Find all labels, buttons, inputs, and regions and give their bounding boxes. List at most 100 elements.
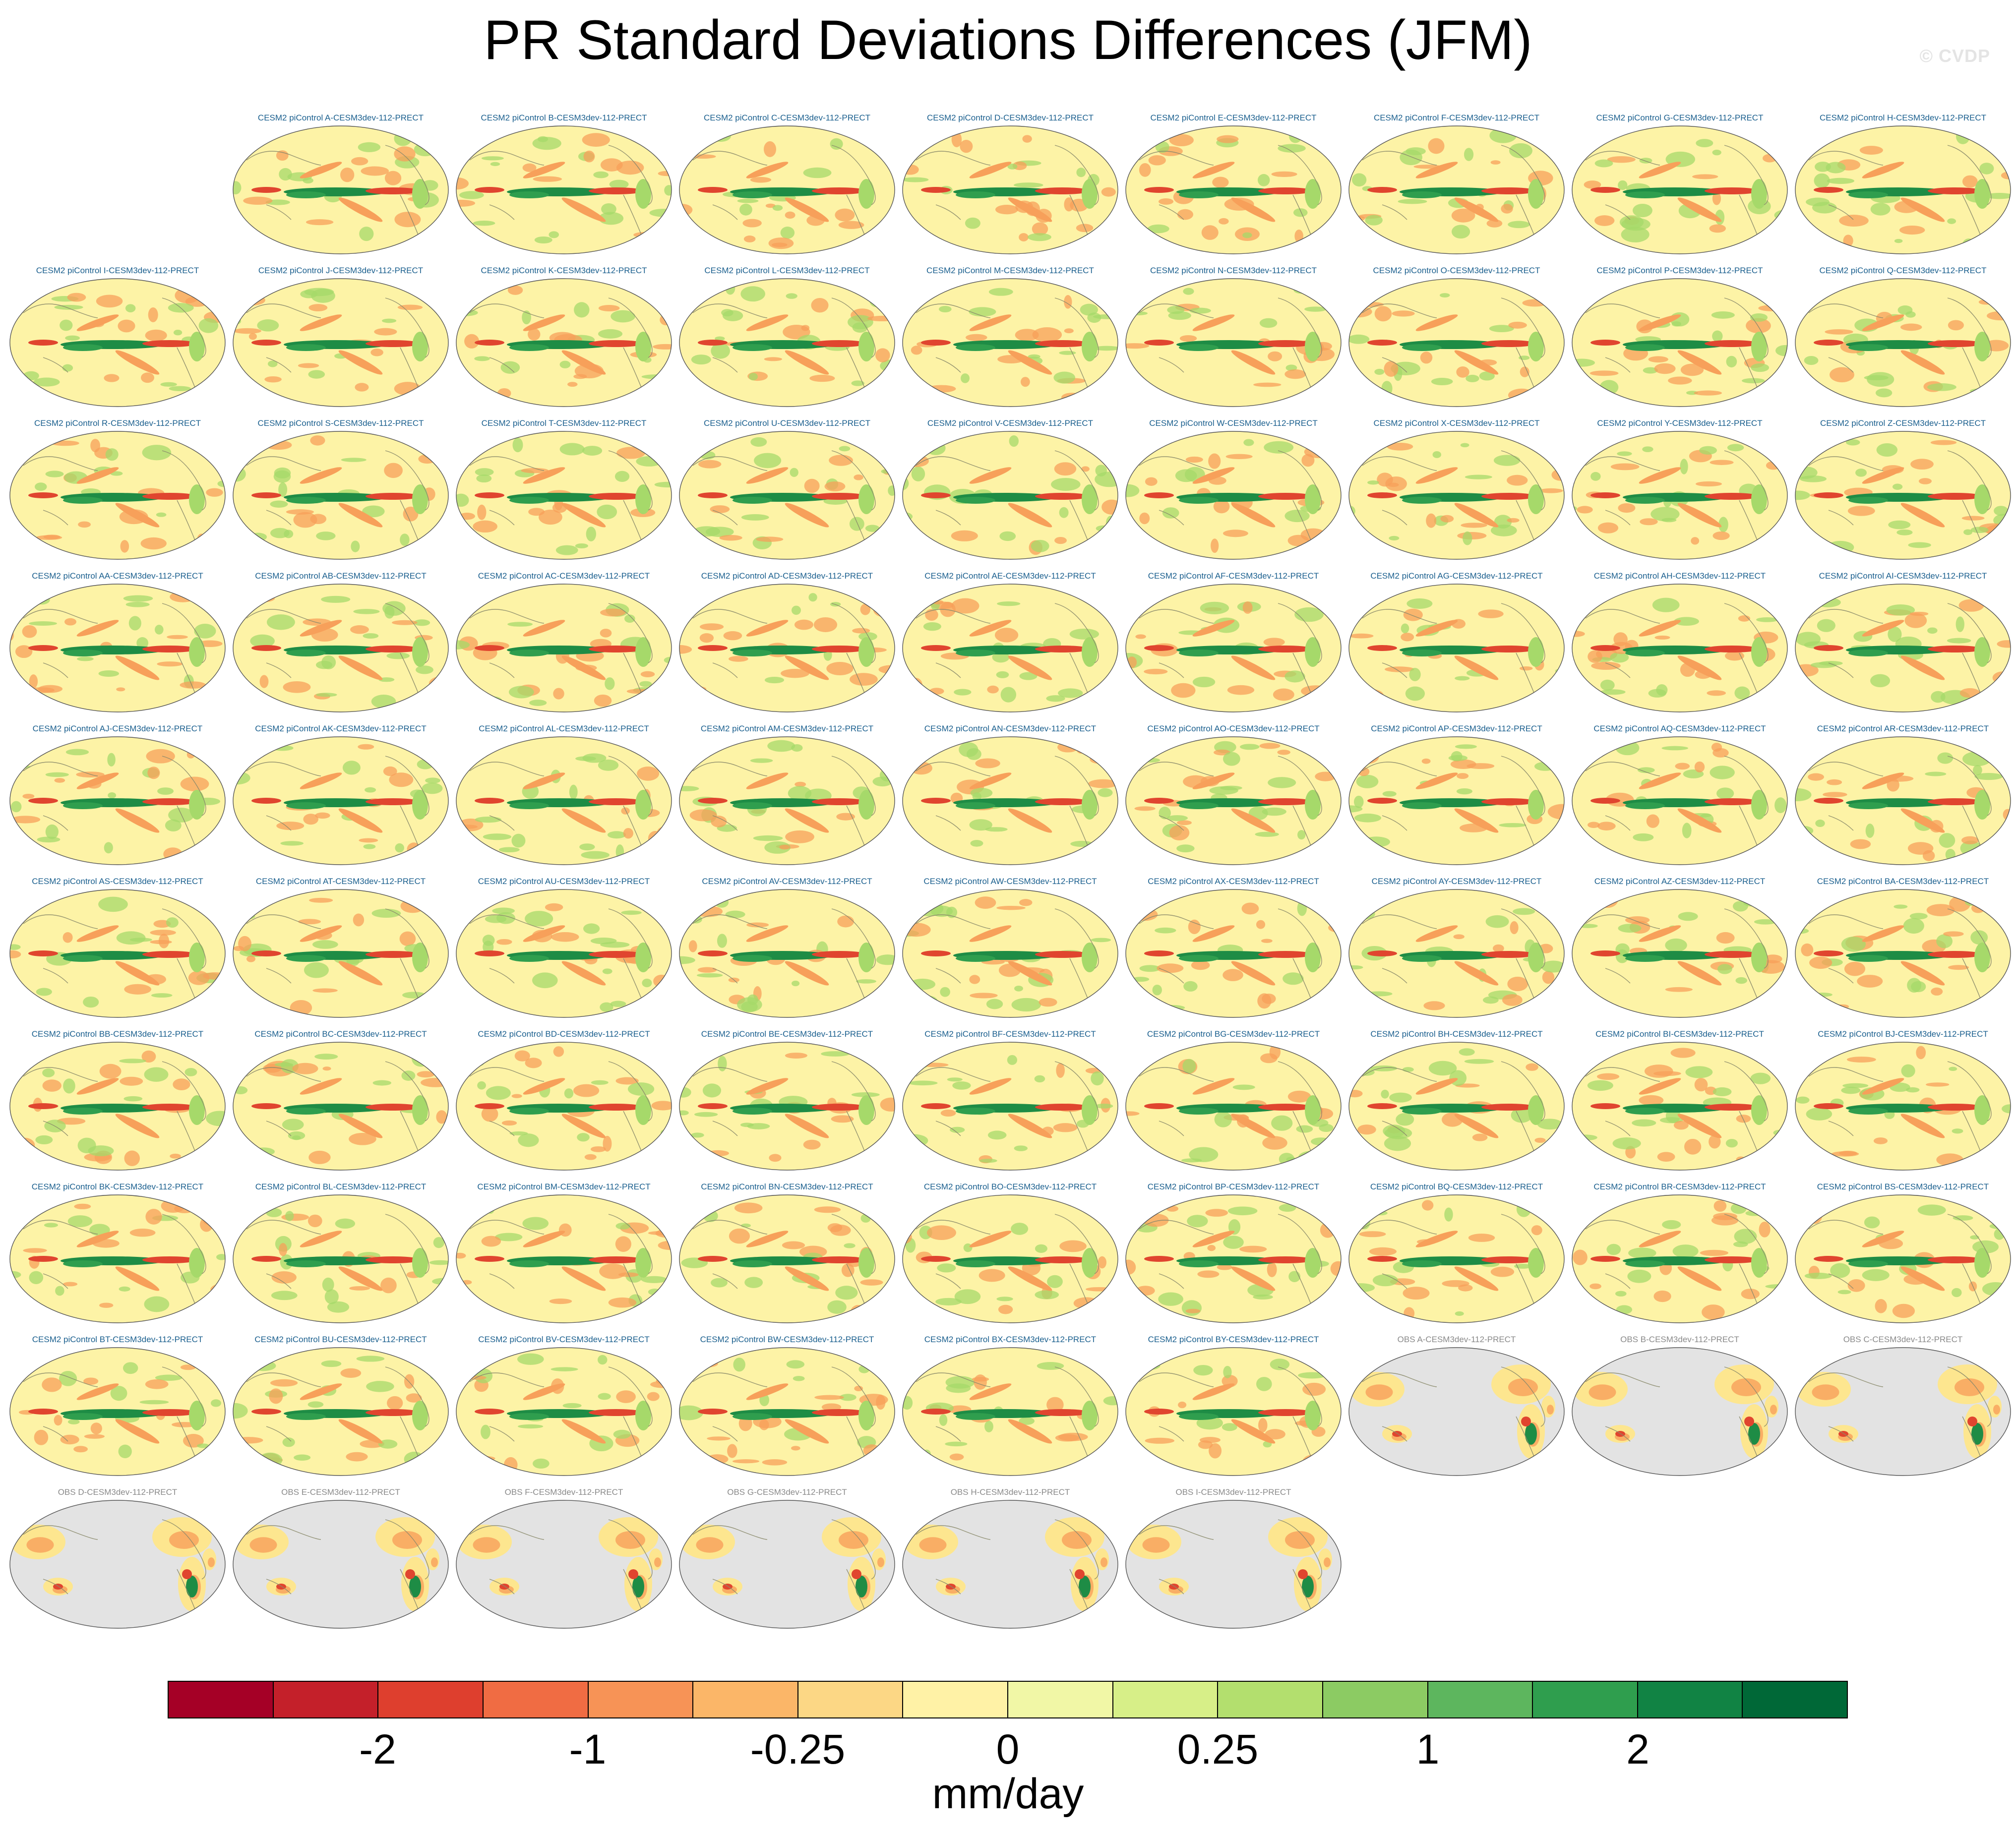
map-plot xyxy=(233,1347,449,1476)
panel-label: CESM2 piControl S-CESM3dev-112-PRECT xyxy=(257,418,424,428)
map-plot xyxy=(9,889,226,1018)
watermark: © CVDP xyxy=(1919,46,1990,66)
model-map-panel: CESM2 piControl D-CESM3dev-112-PRECT xyxy=(899,113,1122,262)
panel-label: CESM2 piControl BT-CESM3dev-112-PRECT xyxy=(32,1335,203,1344)
map-plot xyxy=(9,1194,226,1323)
model-map-panel: CESM2 piControl W-CESM3dev-112-PRECT xyxy=(1122,418,1345,567)
panel-label: CESM2 piControl AD-CESM3dev-112-PRECT xyxy=(701,571,873,581)
map-plot xyxy=(1348,1042,1565,1171)
model-map-panel: CESM2 piControl K-CESM3dev-112-PRECT xyxy=(452,266,675,414)
panel-label: CESM2 piControl AG-CESM3dev-112-PRECT xyxy=(1370,571,1543,581)
model-map-panel: CESM2 piControl BY-CESM3dev-112-PRECT xyxy=(1122,1335,1345,1483)
colorbar-tick-label: 2 xyxy=(1626,1726,1649,1773)
panel-label: OBS C-CESM3dev-112-PRECT xyxy=(1843,1335,1963,1344)
map-plot xyxy=(1572,584,1788,712)
model-map-panel: CESM2 piControl BS-CESM3dev-112-PRECT xyxy=(1791,1182,2015,1331)
map-plot xyxy=(9,278,226,407)
map-plot xyxy=(902,1194,1118,1323)
panel-label: CESM2 piControl BY-CESM3dev-112-PRECT xyxy=(1148,1335,1319,1344)
map-plot xyxy=(1572,1347,1788,1476)
map-plot xyxy=(9,1347,226,1476)
model-map-panel: CESM2 piControl BH-CESM3dev-112-PRECT xyxy=(1345,1029,1568,1178)
map-plot xyxy=(233,278,449,407)
panel-label: CESM2 piControl BO-CESM3dev-112-PRECT xyxy=(923,1182,1097,1191)
map-plot xyxy=(9,1042,226,1171)
map-plot xyxy=(679,1347,895,1476)
map-plot xyxy=(456,736,672,865)
panel-label: CESM2 piControl AX-CESM3dev-112-PRECT xyxy=(1148,877,1319,886)
map-plot xyxy=(679,278,895,407)
map-plot xyxy=(1795,1347,2011,1476)
map-plot xyxy=(233,1042,449,1171)
model-map-panel: CESM2 piControl AR-CESM3dev-112-PRECT xyxy=(1791,724,2015,873)
model-map-panel: CESM2 piControl BF-CESM3dev-112-PRECT xyxy=(899,1029,1122,1178)
model-map-panel: CESM2 piControl AU-CESM3dev-112-PRECT xyxy=(452,877,675,1025)
panel-label: CESM2 piControl AJ-CESM3dev-112-PRECT xyxy=(32,724,203,733)
map-plot xyxy=(1125,889,1342,1018)
model-map-panel: CESM2 piControl AB-CESM3dev-112-PRECT xyxy=(229,571,452,720)
panel-label: CESM2 piControl AB-CESM3dev-112-PRECT xyxy=(255,571,427,581)
map-plot xyxy=(233,1194,449,1323)
model-map-panel: CESM2 piControl Q-CESM3dev-112-PRECT xyxy=(1791,266,2015,414)
map-plot xyxy=(9,431,226,560)
map-plot xyxy=(233,584,449,712)
obs-map-panel: OBS F-CESM3dev-112-PRECT xyxy=(452,1487,675,1636)
map-plot xyxy=(1125,1042,1342,1171)
obs-map-panel: OBS G-CESM3dev-112-PRECT xyxy=(675,1487,899,1636)
panel-label: CESM2 piControl BC-CESM3dev-112-PRECT xyxy=(254,1029,427,1039)
model-map-panel: CESM2 piControl AQ-CESM3dev-112-PRECT xyxy=(1568,724,1791,873)
model-map-panel: CESM2 piControl R-CESM3dev-112-PRECT xyxy=(6,418,229,567)
panel-label: CESM2 piControl W-CESM3dev-112-PRECT xyxy=(1149,418,1318,428)
map-plot xyxy=(1572,278,1788,407)
model-map-panel: CESM2 piControl Z-CESM3dev-112-PRECT xyxy=(1791,418,2015,567)
colorbar xyxy=(168,1681,1848,1718)
model-map-panel: CESM2 piControl AV-CESM3dev-112-PRECT xyxy=(675,877,899,1025)
panel-label: CESM2 piControl AR-CESM3dev-112-PRECT xyxy=(1817,724,1989,733)
model-map-panel: CESM2 piControl AW-CESM3dev-112-PRECT xyxy=(899,877,1122,1025)
colorbar-box xyxy=(588,1682,694,1717)
map-plot xyxy=(233,125,449,254)
panel-label: CESM2 piControl BH-CESM3dev-112-PRECT xyxy=(1370,1029,1543,1039)
map-plot xyxy=(1125,1347,1342,1476)
model-map-panel: CESM2 piControl AX-CESM3dev-112-PRECT xyxy=(1122,877,1345,1025)
model-map-panel: CESM2 piControl BA-CESM3dev-112-PRECT xyxy=(1791,877,2015,1025)
colorbar-box xyxy=(483,1682,589,1717)
panel-label: OBS I-CESM3dev-112-PRECT xyxy=(1175,1487,1291,1497)
map-plot xyxy=(1125,125,1342,254)
panel-label: CESM2 piControl BB-CESM3dev-112-PRECT xyxy=(31,1029,204,1039)
colorbar-box xyxy=(1743,1682,1847,1717)
model-map-panel: CESM2 piControl V-CESM3dev-112-PRECT xyxy=(899,418,1122,567)
model-map-panel: CESM2 piControl Y-CESM3dev-112-PRECT xyxy=(1568,418,1791,567)
panel-label: CESM2 piControl L-CESM3dev-112-PRECT xyxy=(704,266,870,275)
model-map-panel: CESM2 piControl BK-CESM3dev-112-PRECT xyxy=(6,1182,229,1331)
panel-label: CESM2 piControl F-CESM3dev-112-PRECT xyxy=(1373,113,1540,122)
map-plot xyxy=(456,584,672,712)
map-plot xyxy=(1795,278,2011,407)
panel-label: CESM2 piControl J-CESM3dev-112-PRECT xyxy=(258,266,424,275)
panel-label: CESM2 piControl N-CESM3dev-112-PRECT xyxy=(1150,266,1317,275)
panel-label: CESM2 piControl C-CESM3dev-112-PRECT xyxy=(703,113,870,122)
panel-label: CESM2 piControl BP-CESM3dev-112-PRECT xyxy=(1147,1182,1320,1191)
model-map-panel: CESM2 piControl M-CESM3dev-112-PRECT xyxy=(899,266,1122,414)
panel-label: CESM2 piControl B-CESM3dev-112-PRECT xyxy=(481,113,647,122)
panel-label: CESM2 piControl AN-CESM3dev-112-PRECT xyxy=(924,724,1097,733)
colorbar-units: mm/day xyxy=(932,1770,1084,1818)
obs-map-panel: OBS B-CESM3dev-112-PRECT xyxy=(1568,1335,1791,1483)
map-plot xyxy=(9,584,226,712)
colorbar-box xyxy=(1323,1682,1428,1717)
model-map-panel: CESM2 piControl T-CESM3dev-112-PRECT xyxy=(452,418,675,567)
colorbar-box xyxy=(378,1682,484,1717)
map-plot xyxy=(902,278,1118,407)
panel-label: CESM2 piControl T-CESM3dev-112-PRECT xyxy=(481,418,647,428)
model-map-panel: CESM2 piControl H-CESM3dev-112-PRECT xyxy=(1791,113,2015,262)
panel-label: CESM2 piControl AO-CESM3dev-112-PRECT xyxy=(1147,724,1320,733)
panel-label: CESM2 piControl AP-CESM3dev-112-PRECT xyxy=(1371,724,1542,733)
map-plot xyxy=(1795,1194,2011,1323)
panel-grid: CESM2 piControl A-CESM3dev-112-PRECT CESM… xyxy=(6,113,2015,1636)
panel-label: OBS A-CESM3dev-112-PRECT xyxy=(1397,1335,1516,1344)
panel-label: CESM2 piControl AW-CESM3dev-112-PRECT xyxy=(923,877,1097,886)
model-map-panel: CESM2 piControl AK-CESM3dev-112-PRECT xyxy=(229,724,452,873)
map-plot xyxy=(679,584,895,712)
panel-label: CESM2 piControl BJ-CESM3dev-112-PRECT xyxy=(1818,1029,1988,1039)
model-map-panel: CESM2 piControl BC-CESM3dev-112-PRECT xyxy=(229,1029,452,1178)
